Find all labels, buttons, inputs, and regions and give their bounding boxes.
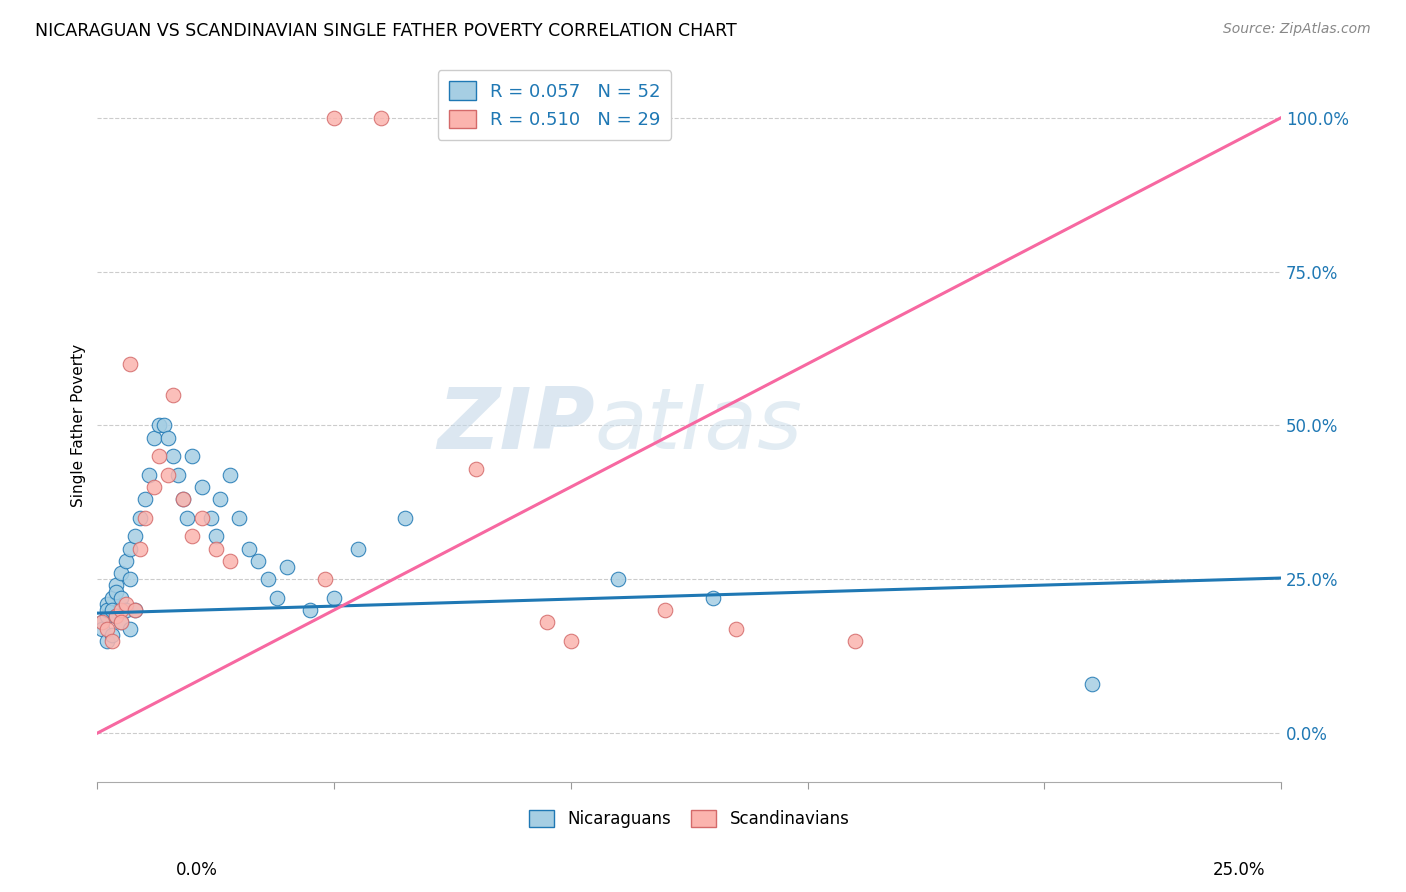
Point	[238, 541, 260, 556]
Point	[100, 603, 122, 617]
Y-axis label: Single Father Poverty: Single Father Poverty	[72, 344, 86, 507]
Point	[120, 572, 142, 586]
Point	[134, 492, 156, 507]
Point	[105, 609, 128, 624]
Text: 25.0%: 25.0%	[1213, 861, 1265, 879]
Point	[110, 591, 132, 605]
Point	[124, 529, 146, 543]
Point	[91, 615, 114, 630]
Text: ZIP: ZIP	[437, 384, 595, 467]
Point	[129, 541, 152, 556]
Point	[314, 572, 336, 586]
Point	[844, 633, 866, 648]
Point	[209, 492, 232, 507]
Point	[157, 467, 180, 482]
Point	[100, 591, 122, 605]
Point	[346, 541, 368, 556]
Point	[148, 418, 170, 433]
Point	[1080, 677, 1102, 691]
Point	[162, 387, 184, 401]
Point	[110, 566, 132, 581]
Point	[120, 541, 142, 556]
Point	[134, 510, 156, 524]
Point	[100, 633, 122, 648]
Point	[219, 467, 242, 482]
Point	[105, 578, 128, 592]
Point	[105, 609, 128, 624]
Point	[190, 480, 212, 494]
Point	[143, 431, 166, 445]
Point	[394, 510, 416, 524]
Point	[172, 492, 194, 507]
Point	[654, 603, 676, 617]
Text: atlas: atlas	[595, 384, 803, 467]
Point	[96, 633, 118, 648]
Point	[157, 431, 180, 445]
Point	[181, 449, 204, 463]
Point	[181, 529, 204, 543]
Point	[100, 628, 122, 642]
Point	[105, 584, 128, 599]
Point	[91, 622, 114, 636]
Point	[219, 554, 242, 568]
Point	[200, 510, 222, 524]
Point	[204, 541, 226, 556]
Point	[96, 597, 118, 611]
Point	[190, 510, 212, 524]
Point	[129, 510, 152, 524]
Point	[323, 591, 346, 605]
Point	[110, 615, 132, 630]
Point	[276, 560, 298, 574]
Point	[96, 603, 118, 617]
Point	[370, 111, 392, 125]
Text: 0.0%: 0.0%	[176, 861, 218, 879]
Point	[120, 622, 142, 636]
Point	[110, 615, 132, 630]
Point	[143, 480, 166, 494]
Point	[172, 492, 194, 507]
Point	[96, 622, 118, 636]
Text: NICARAGUAN VS SCANDINAVIAN SINGLE FATHER POVERTY CORRELATION CHART: NICARAGUAN VS SCANDINAVIAN SINGLE FATHER…	[35, 22, 737, 40]
Point	[323, 111, 346, 125]
Point	[228, 510, 250, 524]
Point	[152, 418, 174, 433]
Point	[204, 529, 226, 543]
Point	[114, 554, 136, 568]
Point	[247, 554, 270, 568]
Point	[120, 357, 142, 371]
Point	[162, 449, 184, 463]
Point	[124, 603, 146, 617]
Point	[256, 572, 278, 586]
Point	[607, 572, 630, 586]
Legend: Nicaraguans, Scandinavians: Nicaraguans, Scandinavians	[523, 803, 856, 835]
Point	[114, 597, 136, 611]
Point	[266, 591, 288, 605]
Text: Source: ZipAtlas.com: Source: ZipAtlas.com	[1223, 22, 1371, 37]
Point	[124, 603, 146, 617]
Point	[560, 633, 582, 648]
Point	[465, 461, 488, 475]
Point	[110, 603, 132, 617]
Point	[91, 615, 114, 630]
Point	[702, 591, 724, 605]
Point	[114, 603, 136, 617]
Point	[176, 510, 198, 524]
Point	[148, 449, 170, 463]
Point	[96, 609, 118, 624]
Point	[536, 615, 558, 630]
Point	[166, 467, 188, 482]
Point	[299, 603, 322, 617]
Point	[138, 467, 160, 482]
Point	[725, 622, 748, 636]
